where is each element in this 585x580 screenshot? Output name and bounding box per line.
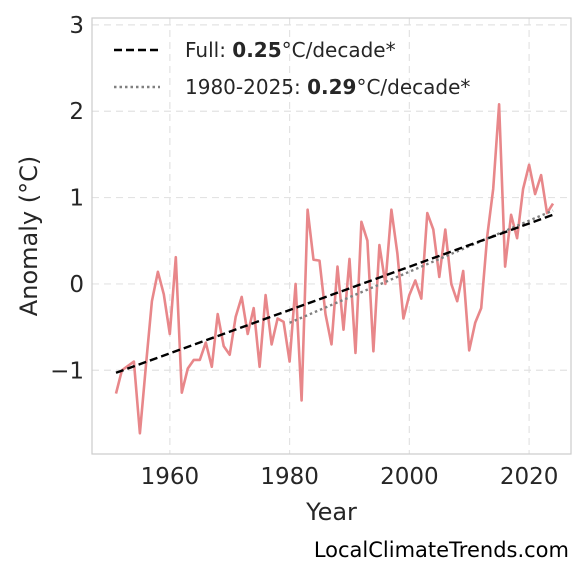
legend-full-value: 0.25 bbox=[232, 38, 281, 62]
plot-frame bbox=[91, 17, 572, 455]
y-tick-label: 0 bbox=[69, 272, 84, 298]
y-tick-label: 3 bbox=[69, 13, 84, 39]
x-axis-label: Year bbox=[305, 498, 357, 526]
trend-line-recent bbox=[289, 209, 554, 324]
watermark: LocalClimateTrends.com bbox=[313, 538, 569, 562]
legend-entry-recent: 1980-2025: 0.29°C/decade* bbox=[185, 75, 470, 99]
y-tick-label: 2 bbox=[69, 99, 84, 125]
legend: Full: 0.25°C/decade* 1980-2025: 0.29°C/d… bbox=[114, 38, 470, 99]
x-tick-label: 2020 bbox=[500, 464, 559, 490]
anomaly-line bbox=[114, 103, 555, 435]
legend-full-suffix: °C/decade* bbox=[282, 38, 396, 62]
trend-line-full bbox=[115, 213, 554, 374]
legend-recent-suffix: °C/decade* bbox=[356, 75, 470, 99]
x-tick-label: 2000 bbox=[380, 464, 439, 490]
y-tick-label: −1 bbox=[50, 358, 84, 384]
legend-full-prefix: Full: bbox=[185, 38, 232, 62]
x-tick-label: 1980 bbox=[260, 464, 319, 490]
legend-recent-prefix: 1980-2025: bbox=[185, 75, 307, 99]
tick-labels: 1960 1980 2000 2020 −1 0 1 2 3 bbox=[50, 13, 558, 490]
y-axis-label: Anomaly (°C) bbox=[15, 156, 43, 316]
x-tick-label: 1960 bbox=[141, 464, 200, 490]
legend-entry-full: Full: 0.25°C/decade* bbox=[185, 38, 396, 62]
y-tick-label: 1 bbox=[69, 186, 84, 212]
legend-recent-value: 0.29 bbox=[307, 75, 356, 99]
data-series bbox=[114, 103, 555, 435]
